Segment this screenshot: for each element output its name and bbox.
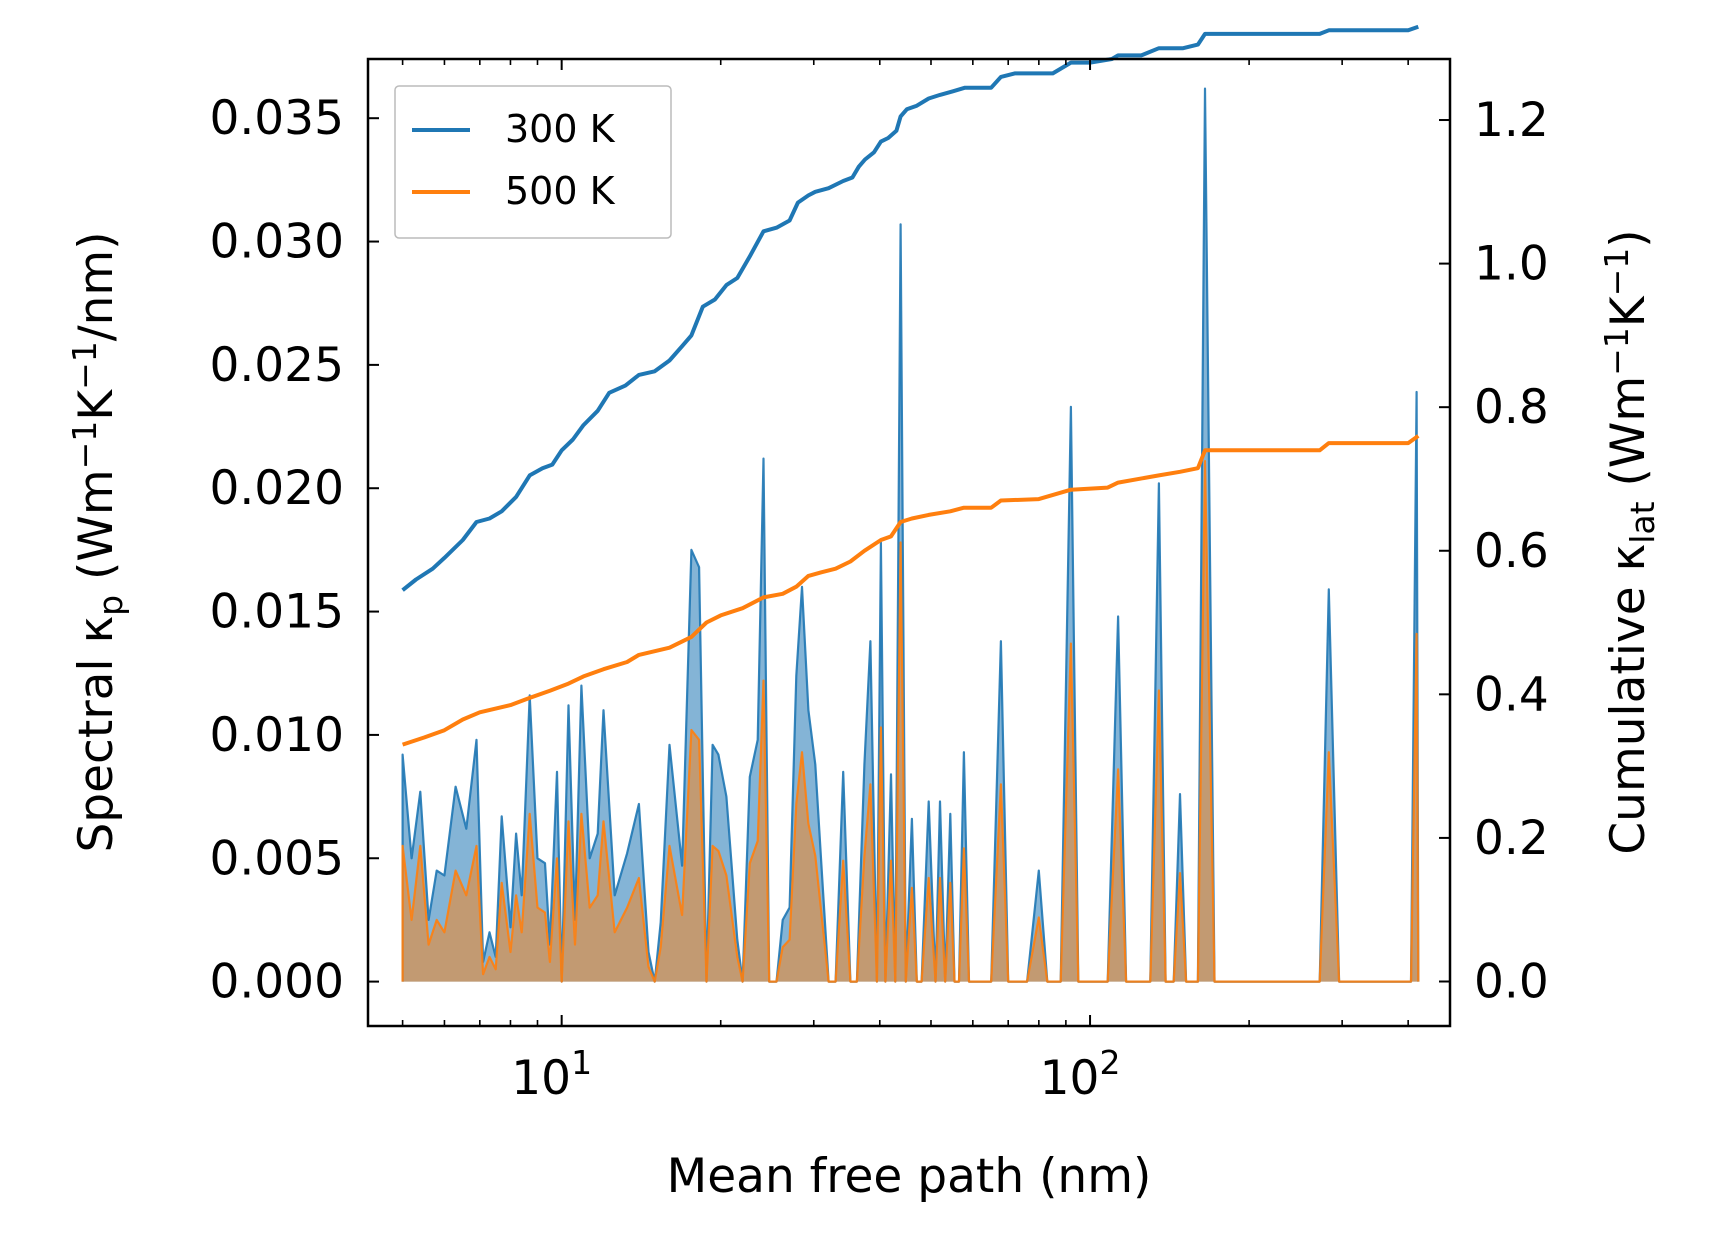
y-left-tick-label: 0.000 xyxy=(209,955,344,1010)
spectral-area-500k xyxy=(402,461,1419,982)
x-tick-label-exp: 2 xyxy=(1099,1043,1120,1082)
y-left-tick-label: 0.030 xyxy=(209,215,344,270)
y-left-tick-label: 0.035 xyxy=(209,91,344,146)
y-right-tick-label: 0.0 xyxy=(1474,954,1549,1009)
spectral-area-300k xyxy=(402,88,1419,982)
y-left-label-sup1: −1 xyxy=(65,421,104,470)
y-right-tick-label: 0.6 xyxy=(1474,524,1549,579)
y-left-tick-label: 0.020 xyxy=(209,461,344,516)
y-right-tick-label: 0.2 xyxy=(1474,811,1549,866)
x-tick-label: 101 xyxy=(511,1043,592,1106)
y-left-label-pre: Spectral κ xyxy=(69,616,124,853)
y-left-label-post: /nm) xyxy=(69,231,124,341)
x-tick-label-exp: 1 xyxy=(571,1043,592,1082)
y-left-axis-label: Spectral κp (Wm−1K−1/nm) xyxy=(65,231,130,852)
y-right-label-sup2: −1 xyxy=(1597,248,1636,297)
y-left-tick-label: 0.005 xyxy=(209,831,344,886)
legend-box xyxy=(394,85,672,239)
legend: 300 K 500 K xyxy=(394,85,672,239)
y-left-label-sub: p xyxy=(91,595,130,616)
y-right-tick-label: 0.8 xyxy=(1474,380,1549,435)
cumulative-line-500k xyxy=(401,434,1420,747)
y-left-label-k: K xyxy=(69,389,124,421)
ticks-layer: 0.0000.0050.0100.0150.0200.0250.0300.035… xyxy=(209,59,1549,1106)
y-right-label-sup1: −1 xyxy=(1597,327,1636,376)
y-right-tick-label: 1.0 xyxy=(1474,237,1549,292)
spectral-line-300k xyxy=(401,87,1420,983)
legend-label-300k: 300 K xyxy=(505,107,616,151)
y-left-tick-label: 0.010 xyxy=(209,708,344,763)
x-axis-label: Mean free path (nm) xyxy=(667,1149,1152,1204)
y-right-tick-label: 1.2 xyxy=(1474,93,1549,148)
spectral-line-500k xyxy=(401,460,1420,983)
plot-frame xyxy=(366,57,1452,1028)
x-tick-label: 102 xyxy=(1040,1043,1121,1106)
legend-label-500k: 500 K xyxy=(505,169,616,213)
y-right-label-k: K xyxy=(1601,295,1656,327)
y-left-tick-label: 0.025 xyxy=(209,338,344,393)
y-right-label-sub: lat xyxy=(1623,501,1662,543)
y-right-label-post: ) xyxy=(1601,229,1656,247)
y-left-tick-label: 0.015 xyxy=(209,585,344,640)
y-left-label-sup2: −1 xyxy=(65,341,104,390)
x-tick-label-base: 10 xyxy=(511,1051,571,1106)
y-right-label-pre: Cumulative κ xyxy=(1601,544,1656,855)
y-right-axis-label: Cumulative κlat (Wm−1K−1) xyxy=(1597,229,1662,854)
y-right-label-mid: (Wm xyxy=(1601,376,1656,502)
x-tick-label-base: 10 xyxy=(1040,1051,1100,1106)
y-left-label-mid: (Wm xyxy=(69,469,124,595)
y-right-tick-label: 0.4 xyxy=(1474,667,1549,722)
